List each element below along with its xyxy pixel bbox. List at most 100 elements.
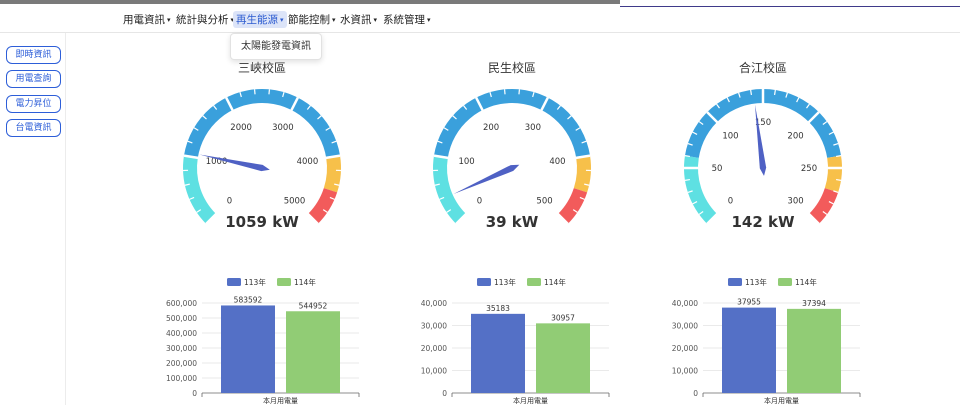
nav-item-energy-control[interactable]: 節能控制 ▾ <box>288 12 336 27</box>
nav-item-system-admin[interactable]: 系統管理 ▾ <box>383 12 431 27</box>
gauge-minor-tick <box>828 201 834 205</box>
gauge-tick-label: 300 <box>525 123 541 133</box>
gauge-tick-label: 400 <box>549 157 565 167</box>
gauge-minor-tick <box>213 105 218 110</box>
gauge-major-tick <box>306 212 319 225</box>
gauge-title: 三峽校區 <box>237 61 286 75</box>
chevron-down-icon: ▾ <box>427 16 431 24</box>
y-tick-label: 400,000 <box>166 329 197 338</box>
legend-label: 113年 <box>244 277 266 287</box>
gauge-readout: 39 kW <box>486 213 539 231</box>
sidebar-item-realtime-info[interactable]: 即時資訊 <box>6 46 61 64</box>
legend-swatch <box>227 278 241 286</box>
gauge-minor-tick <box>556 105 561 110</box>
top-navbar: 用電資訊▾ 統計與分析▾ 再生能源▾ 節能控制▾ 水資訊▾ 系統管理▾ <box>0 8 960 33</box>
y-tick-label: 20,000 <box>672 344 698 353</box>
gauge-minor-tick <box>189 196 195 200</box>
gauge-minor-tick <box>532 91 535 98</box>
gauge-band <box>183 89 341 158</box>
gauge-tick-label: 5000 <box>284 197 306 207</box>
gauge-needle <box>754 104 767 176</box>
y-tick-label: 600,000 <box>166 299 197 308</box>
gauge-minor-tick <box>684 155 691 158</box>
sidebar-item-power-query[interactable]: 用電查詢 <box>6 70 61 88</box>
bar-data-label: 583592 <box>234 295 263 304</box>
y-tick-label: 0 <box>693 389 698 398</box>
bar <box>471 313 525 393</box>
sidebar-item-power-rise[interactable]: 電力昇位 <box>6 95 61 113</box>
gauge-readout: 142 kW <box>731 213 795 231</box>
gauge-minor-tick <box>773 89 776 96</box>
nav-item-label: 節能控制 <box>288 14 330 26</box>
campus-panel-minsheng: 民生校區 0 100 200 300 400 500 39 kW 0 10,000 20,000… <box>387 33 637 405</box>
y-tick-label: 300,000 <box>166 344 197 353</box>
legend-swatch <box>527 278 541 286</box>
dropdown-item-solar-info[interactable]: 太陽能發電資訊 <box>230 33 322 60</box>
legend-label: 114年 <box>294 277 316 287</box>
campus-panel-sanxia: 三峽校區 0 1000 2000 3000 4000 5000 1059 kW 0 100,0… <box>137 33 387 405</box>
nav-item-statistics[interactable]: 統計與分析▾ <box>176 12 234 27</box>
gauge-major-tick <box>575 154 591 160</box>
gauge-minor-tick <box>463 105 468 110</box>
chevron-down-icon: ▾ <box>167 16 171 24</box>
bar <box>286 311 340 393</box>
gauge-minor-tick <box>833 143 839 146</box>
gauge-major-tick <box>556 212 569 225</box>
gauge-minor-tick <box>822 121 828 125</box>
gauge-major-tick <box>325 154 341 160</box>
y-tick-label: 200,000 <box>166 359 197 368</box>
gauge-band <box>573 155 591 193</box>
gauge-band <box>323 155 341 193</box>
gauge-major-tick <box>205 212 218 225</box>
gauge-minor-tick <box>202 115 207 120</box>
window-top-accent-line <box>620 6 960 7</box>
gauge-band <box>684 155 718 224</box>
x-tick-label: 本月用電量 <box>513 396 548 405</box>
bar-data-label: 544952 <box>299 301 328 310</box>
gauge-tick-label: 300 <box>787 197 803 207</box>
y-tick-label: 40,000 <box>421 299 447 308</box>
gauge-tick-label: 500 <box>536 197 552 207</box>
gauge-readout: 1059 kW <box>225 213 299 231</box>
legend-label: 114年 <box>544 277 566 287</box>
gauge-tick-label: 3000 <box>272 123 294 133</box>
gauge-minor-tick <box>835 155 842 158</box>
nav-item-power-info[interactable]: 用電資訊 ▾ <box>123 12 171 27</box>
nav-item-label: 用電資訊 <box>123 14 165 26</box>
nav-item-renewable-energy[interactable]: 再生能源 ▾ <box>233 11 287 28</box>
gauge-minor-tick <box>437 140 443 144</box>
bar-data-label: 37955 <box>737 298 761 307</box>
chevron-down-icon: ▾ <box>373 16 378 24</box>
nav-item-label: 水資訊 <box>340 14 372 26</box>
gauge-band <box>433 89 591 158</box>
gauge-minor-tick <box>698 121 704 125</box>
y-tick-label: 20,000 <box>421 344 447 353</box>
gauge-minor-tick <box>581 140 587 144</box>
y-tick-label: 30,000 <box>421 322 447 331</box>
gauge-minor-tick <box>184 183 190 186</box>
gauge-minor-tick <box>833 190 839 193</box>
gauge-minor-tick <box>317 115 322 120</box>
gauge-needle <box>453 164 520 194</box>
gauge-minor-tick <box>698 211 704 215</box>
gauge-minor-tick <box>329 196 335 200</box>
gauge-major-tick <box>475 97 485 112</box>
gauge-minor-tick <box>692 131 698 135</box>
gauge-tick-label: 200 <box>483 123 499 133</box>
y-tick-label: 500,000 <box>166 314 197 323</box>
window-top-border <box>0 0 620 4</box>
sidebar-item-taipower-info[interactable]: 台電資訊 <box>6 119 61 137</box>
legend-label: 114年 <box>795 277 817 287</box>
gauge-major-tick <box>807 212 820 225</box>
nav-item-water-info[interactable]: 水資訊 ▾ <box>340 12 377 27</box>
gauge-minor-tick <box>716 103 720 109</box>
gauge-band <box>183 155 217 224</box>
gauge-major-tick <box>807 111 820 124</box>
power-gauge: 0 100 200 300 400 500 39 kW <box>433 89 591 231</box>
gauge-minor-tick <box>489 91 492 98</box>
gauge-minor-tick <box>187 140 193 144</box>
monthly-usage-bar-chart: 0 100,000 200,000 300,000 400,000 500,000 600,… <box>166 277 360 405</box>
x-tick-label: 本月用電量 <box>764 396 799 405</box>
gauge-band <box>433 155 467 224</box>
gauge-tick-label: 100 <box>458 157 474 167</box>
